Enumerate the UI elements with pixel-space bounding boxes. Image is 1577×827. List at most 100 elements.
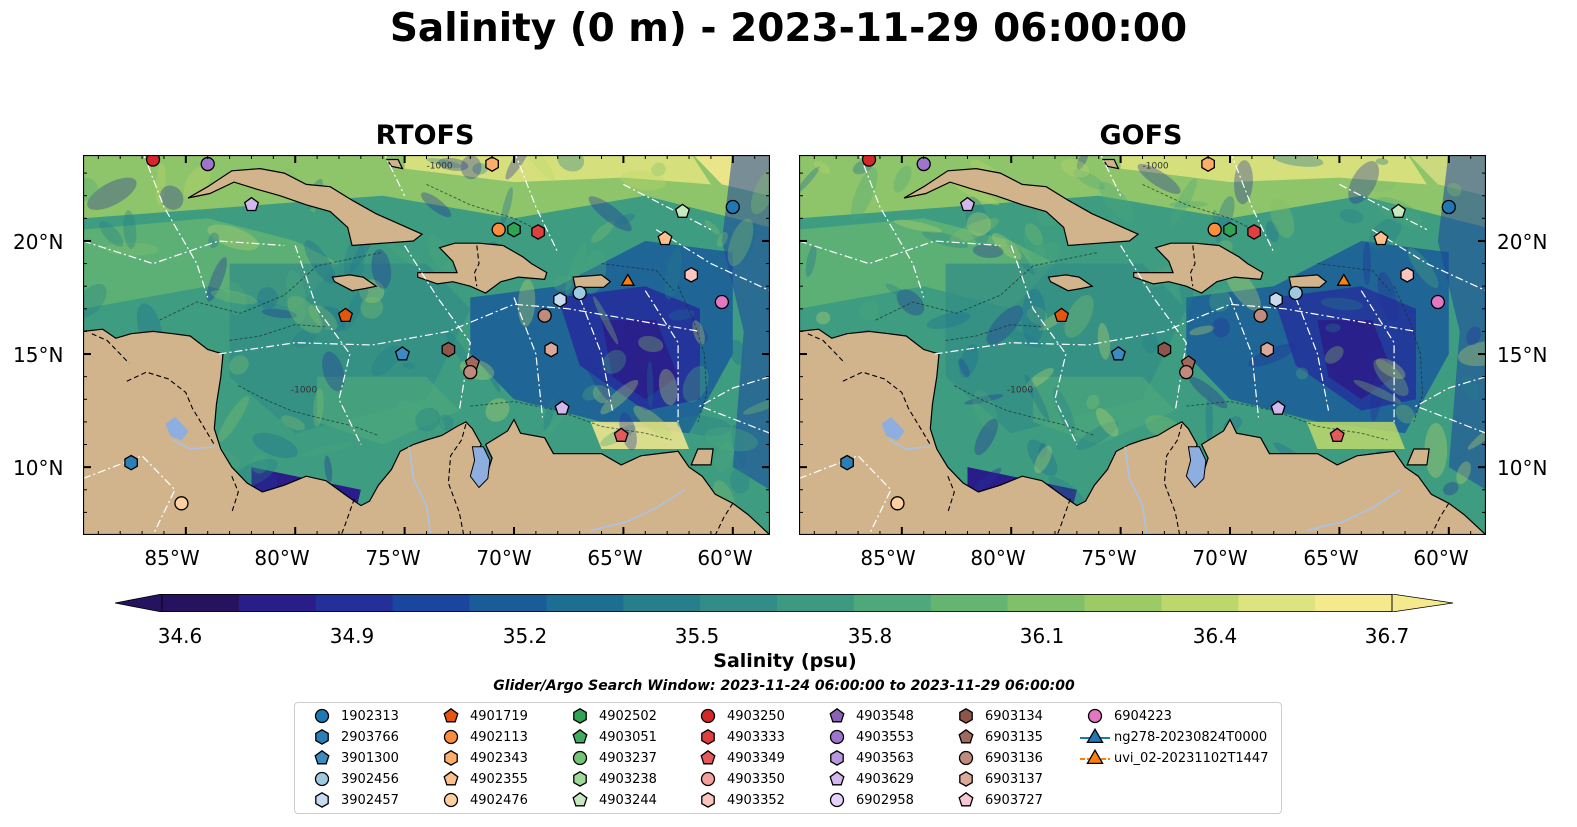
float-marker: [1288, 285, 1303, 301]
legend-item: 6903136: [951, 748, 1043, 768]
legend-marker: [958, 728, 974, 744]
legend-item: 4902502: [565, 706, 657, 726]
eddy-texture: [460, 155, 482, 180]
float-marker: [1110, 346, 1126, 361]
float-marker: [554, 400, 570, 415]
legend-label: 4902355: [470, 771, 528, 787]
legend-marker: [701, 792, 715, 808]
eez-boundary: [294, 245, 362, 445]
legend-marker: [572, 728, 588, 744]
eddy-texture: [371, 249, 392, 289]
legend-marker: [572, 750, 588, 766]
country-border: [340, 498, 355, 535]
legend-symbol: [700, 749, 716, 765]
eddy-texture: [658, 368, 678, 406]
colorbar-tick: 36.7: [1364, 624, 1410, 648]
legend-symbol: [443, 729, 459, 745]
country-border: [91, 333, 130, 364]
legend-label: 4903238: [599, 771, 657, 787]
eddy-texture: [313, 388, 324, 428]
eddy-texture: [1370, 373, 1383, 422]
legend-label: 4903349: [727, 750, 785, 766]
eddy-texture: [543, 398, 555, 430]
eddy-texture: [1377, 271, 1398, 322]
float-marker: [840, 454, 854, 471]
float-marker: [491, 222, 506, 237]
eddy-texture: [893, 219, 942, 233]
eddy-texture: [285, 270, 307, 324]
legend-symbol: [314, 749, 330, 765]
eddy-texture: [1265, 221, 1279, 243]
legend-label: 3902456: [341, 771, 399, 787]
country-border: [474, 245, 480, 287]
eddy-texture: [1027, 439, 1058, 477]
legend-marker: [573, 771, 587, 787]
colorbar-segment: [546, 594, 624, 612]
float-marker: [394, 346, 410, 361]
eddy-texture: [638, 335, 664, 353]
float-marker: [1253, 308, 1268, 323]
land-trinidad: [690, 448, 714, 466]
eddy-texture: [501, 187, 513, 225]
legend-item: 4902355: [436, 769, 528, 789]
eddy-texture: [1076, 155, 1089, 170]
eddy-texture: [1375, 158, 1389, 165]
float-marker: [1400, 266, 1415, 283]
legend-item: 4901719: [436, 706, 528, 726]
land-bahamas2: [385, 158, 404, 170]
eddy-texture: [926, 312, 971, 329]
float-marker: [657, 230, 673, 246]
eez-boundary: [83, 240, 285, 265]
legend-label: 1902313: [341, 708, 399, 724]
legend-label: uvi_02-20231102T1447: [1114, 750, 1269, 766]
gofs-map: -1000 -1000: [799, 155, 1486, 535]
legend-label: 4903051: [599, 729, 657, 745]
colorbar-segment: [162, 594, 240, 612]
eddy-texture: [223, 281, 247, 316]
float-marker: [620, 273, 636, 286]
salinity-field-region: [721, 155, 770, 490]
legend-item: 3901300: [307, 748, 399, 768]
float-marker: [145, 155, 161, 167]
eddy-texture: [986, 305, 1023, 345]
lon-label-65w: 65°W: [587, 546, 643, 570]
legend-marker: [700, 749, 716, 765]
eddy-texture: [600, 379, 639, 415]
eddy-texture: [472, 162, 488, 175]
search-window-caption: Glider/Argo Search Window: 2023-11-24 06…: [493, 678, 1075, 694]
eddy-texture: [557, 155, 585, 172]
eddy-texture: [1052, 387, 1076, 435]
eddy-texture: [851, 167, 878, 220]
legend-label: 6903135: [985, 729, 1043, 745]
float-marker: [1223, 221, 1237, 238]
eez-boundary: [799, 455, 892, 535]
lake-nicaragua: [165, 416, 189, 441]
eez-boundary: [83, 455, 176, 535]
legend-marker: [829, 729, 845, 745]
legend-marker: [959, 708, 973, 724]
colorbar-tick: 35.5: [674, 624, 720, 648]
eddy-texture: [1424, 422, 1448, 478]
salinity-field-region: [1437, 155, 1486, 490]
contour-label: -1000: [1143, 162, 1169, 172]
legend-symbol: [830, 750, 844, 766]
lon-label-80w: 80°W: [970, 546, 1026, 570]
legend-item: 6903137: [951, 769, 1043, 789]
eddy-texture: [1024, 374, 1050, 421]
bathymetry-contour: [601, 263, 675, 291]
eddy-texture: [183, 165, 211, 200]
lake-maracaibo: [469, 446, 491, 489]
legend: 1902313 2903766 3901300 3902456 3902457 49017…: [294, 702, 1282, 814]
float-marker: [544, 341, 559, 358]
legend-triangle: [1086, 727, 1104, 744]
legend-symbol: [314, 771, 330, 787]
legend-symbol: [829, 770, 845, 786]
float-marker: [1053, 307, 1070, 323]
eddy-texture: [588, 196, 632, 232]
float-marker: [1247, 224, 1261, 240]
lat-label-10n-right: 10°N: [1497, 456, 1548, 480]
float-marker: [463, 364, 478, 380]
lake-nicaragua: [881, 416, 905, 441]
legend-marker: [443, 792, 459, 808]
bathymetry-contour: [1393, 286, 1424, 423]
